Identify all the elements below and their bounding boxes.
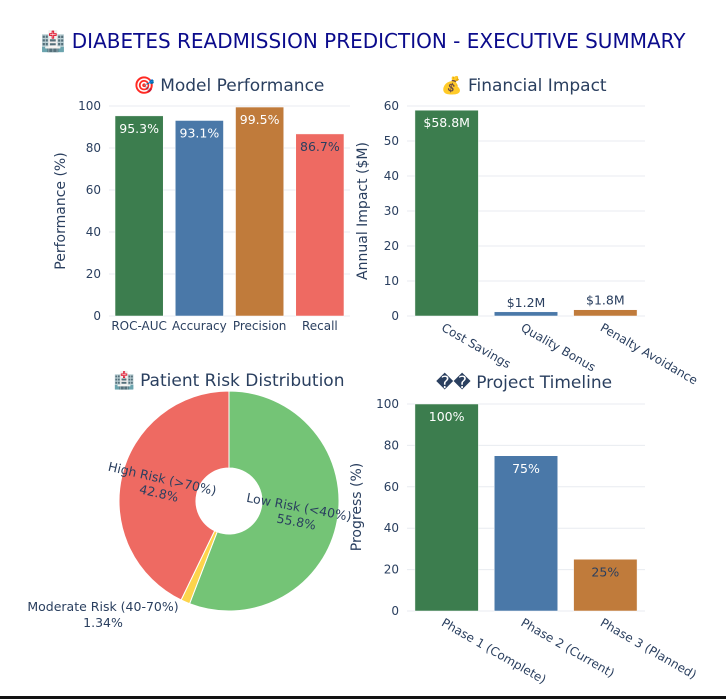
y-tick-label: 100 [376, 397, 399, 411]
data-label-financial-0: $58.8M [423, 115, 470, 130]
y-tick-label: 80 [86, 141, 101, 155]
bar-performance-0 [114, 115, 164, 317]
chart-panels: 🎯 Model Performance Performance (%) 0 20 40 6… [27, 75, 700, 687]
y-tick-label: 30 [384, 204, 399, 218]
chart-financial: 💰 Financial Impact Annual Impact ($M) 0 10 2… [355, 75, 700, 388]
y-axis-label-financial: Annual Impact ($M) [355, 142, 371, 280]
y-tick-label: 20 [384, 563, 399, 577]
x-tick-label-performance-3: Recall [302, 319, 338, 333]
data-label-performance-3: 86.7% [300, 139, 340, 154]
bar-performance-1 [175, 120, 224, 317]
data-label-timeline-2: 25% [591, 564, 619, 579]
pie-label-pct-0: 55.8% [275, 511, 317, 533]
chart-title-timeline: �� Project Timeline [436, 372, 612, 393]
chart-title-risk: 🏥 Patient Risk Distribution [114, 370, 345, 391]
data-label-financial-1: $1.2M [507, 295, 546, 310]
y-tick-label: 0 [93, 309, 101, 323]
chart-timeline: �� Project Timeline Progress (%) 0 20 40 60 80… [349, 372, 699, 687]
pie-slice-2 [118, 390, 230, 601]
bar-financial-0 [414, 109, 479, 317]
chart-performance: 🎯 Model Performance Performance (%) 0 20 40 6… [53, 76, 350, 333]
y-axis-label-performance: Performance (%) [53, 152, 69, 269]
y-tick-label: 60 [384, 480, 399, 494]
bar-performance-2 [235, 106, 284, 317]
data-label-timeline-0: 100% [429, 409, 465, 424]
bar-financial-2 [573, 309, 638, 317]
x-tick-label-performance-1: Accuracy [172, 319, 227, 333]
pie-slice-0 [188, 390, 340, 612]
data-label-timeline-1: 75% [512, 461, 540, 476]
y-tick-label: 20 [384, 239, 399, 253]
x-tick-label-performance-0: ROC-AUC [111, 319, 167, 333]
chart-title-performance: 🎯 Model Performance [134, 76, 325, 96]
bar-financial-1 [494, 311, 558, 317]
page-title: 🏥 DIABETES READMISSION PREDICTION - EXEC… [41, 29, 687, 53]
bar-timeline-2 [573, 559, 638, 612]
bottom-border [0, 696, 726, 699]
bar-timeline-1 [494, 455, 558, 612]
y-tick-label: 60 [384, 99, 399, 113]
y-tick-label: 40 [86, 225, 101, 239]
data-label-performance-1: 93.1% [180, 125, 220, 140]
chart-title-financial: 💰 Financial Impact [441, 75, 607, 96]
y-axis-label-timeline: Progress (%) [349, 463, 365, 551]
y-tick-label: 0 [391, 309, 399, 323]
x-tick-label-financial-0: Cost Savings [439, 320, 513, 371]
y-tick-label: 80 [384, 438, 399, 452]
bar-timeline-0 [414, 403, 479, 612]
data-label-performance-2: 99.5% [240, 112, 280, 127]
data-label-financial-2: $1.8M [586, 293, 625, 308]
bar-performance-3 [295, 133, 345, 317]
y-tick-label: 0 [391, 604, 399, 618]
x-tick-label-performance-2: Precision [233, 319, 287, 333]
y-tick-label: 60 [86, 183, 101, 197]
y-tick-label: 40 [384, 169, 399, 183]
pie-outside-pct-1: 1.34% [83, 615, 123, 630]
y-tick-label: 100 [78, 99, 101, 113]
y-tick-label: 50 [384, 134, 399, 148]
x-tick-label-financial-2: Penalty Avoidance [598, 320, 700, 387]
pie-outside-label-1: Moderate Risk (40-70%) [27, 599, 178, 614]
y-tick-label: 10 [384, 274, 399, 288]
y-tick-label: 40 [384, 521, 399, 535]
x-tick-label-financial-1: Quality Bonus [519, 320, 599, 374]
y-tick-label: 20 [86, 267, 101, 281]
data-label-performance-0: 95.3% [119, 121, 159, 136]
